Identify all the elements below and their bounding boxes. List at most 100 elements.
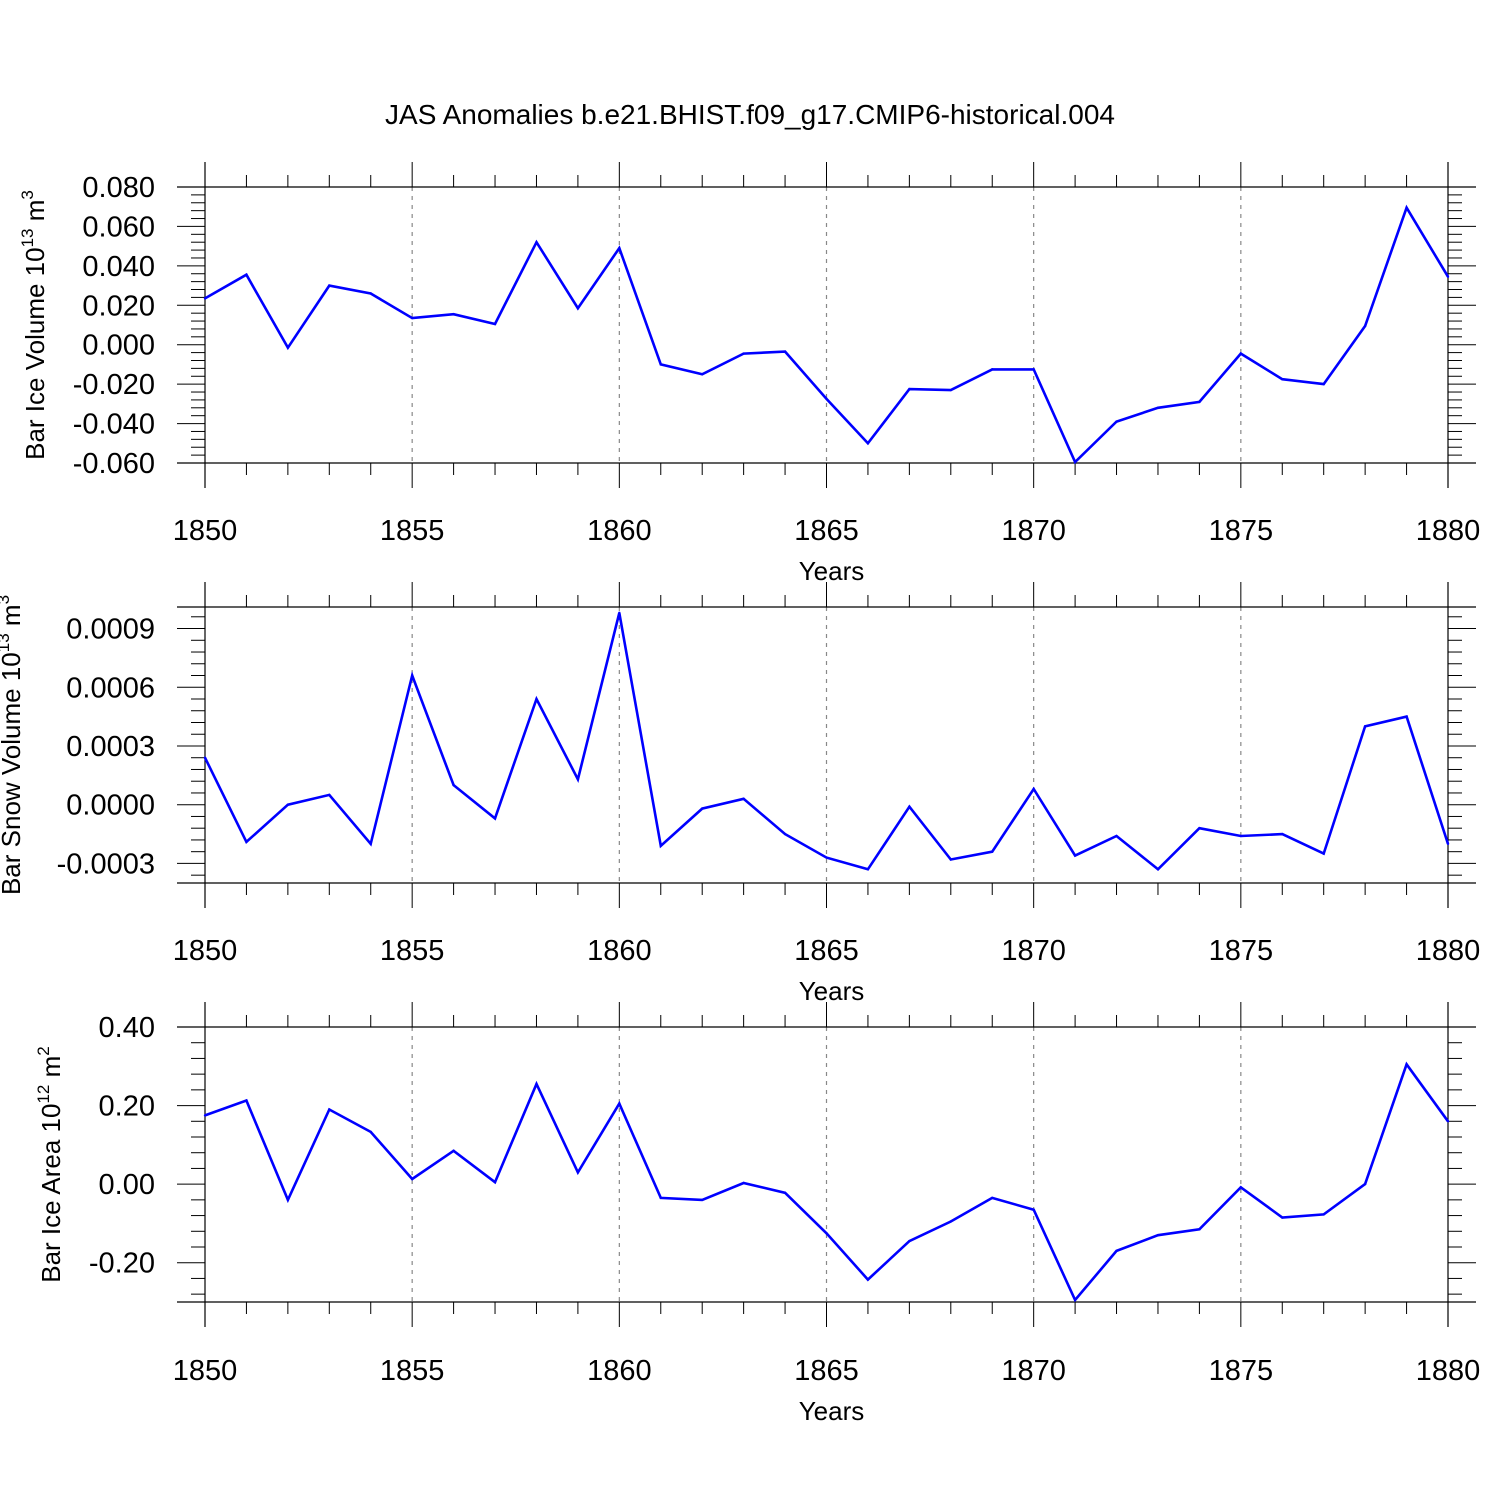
data-point [701,807,704,810]
data-point [1405,715,1408,718]
x-tick-label: 1880 [1416,1355,1481,1387]
data-point [369,842,372,846]
chart-panel-2: 1850 1855 1860 1865 1870 1875 1880 -0.0003 0.000… [0,582,1480,1006]
data-point [1032,368,1035,371]
data-point [1156,1234,1160,1237]
x-tick-label: 1875 [1209,515,1274,547]
x-tick-label: 1880 [1416,515,1481,547]
data-point [742,797,745,801]
data-point [1363,725,1367,728]
data-point [1405,206,1408,209]
y-tick-label: 0.0003 [66,731,155,763]
data-point [245,273,248,276]
data-point [286,803,290,806]
x-tick-label: 1870 [1001,1355,1066,1387]
data-point [825,856,828,859]
data-point [659,363,662,366]
data-point [1239,1186,1243,1189]
data-point [576,1171,580,1174]
x-axis-label: Years [799,1396,865,1426]
x-tick-label: 1875 [1209,1355,1274,1387]
data-point [1073,460,1077,464]
y-axis-label: Bar Snow Volume 1013 m3 [0,595,26,895]
data-point [1446,275,1450,278]
data-point [369,1130,372,1134]
data-point [328,1108,331,1111]
data-point [1073,854,1077,857]
data-point [1239,352,1243,355]
data-point [1115,1249,1118,1253]
data-point [1281,378,1284,381]
x-tick-label: 1870 [1001,935,1066,967]
data-point [1073,1298,1077,1302]
x-tick-label: 1855 [380,1355,445,1387]
data-point [1281,832,1284,836]
data-point [203,756,207,759]
data-point [618,1102,621,1105]
data-point [493,322,497,326]
x-tick-label: 1855 [380,515,445,547]
data-point [783,350,787,353]
data-point [908,387,911,391]
y-tick-label: 0.080 [82,172,155,204]
data-point [991,850,994,853]
x-tick-label: 1850 [173,1355,238,1387]
data-point [1322,382,1325,386]
x-tick-label: 1865 [794,1355,859,1387]
data-point [410,316,414,320]
y-tick-label: 0.040 [82,251,155,283]
x-tick-label: 1855 [380,935,445,967]
data-point [535,1082,538,1086]
data-point [452,1149,455,1152]
data-point [825,1232,828,1235]
x-tick-label: 1865 [794,515,859,547]
data-point [701,373,704,376]
y-tick-label: 0.060 [82,211,155,243]
data-point [1239,834,1243,838]
y-tick-label: -0.0003 [57,848,155,880]
data-point [1363,324,1367,328]
x-tick-label: 1860 [587,1355,652,1387]
data-point [866,868,870,871]
data-point [1198,400,1201,404]
data-point [949,388,952,392]
x-tick-label: 1875 [1209,935,1274,967]
y-tick-label: -0.040 [73,409,155,441]
data-point [1405,1063,1408,1066]
x-axis-label: Years [799,556,865,586]
data-point [1363,1182,1367,1186]
y-tick-label: 0.000 [82,330,155,362]
data-point [328,793,331,797]
data-point [203,1114,207,1117]
x-tick-label: 1850 [173,935,238,967]
data-point [1032,1208,1035,1211]
data-point [783,1191,787,1194]
data-point [286,1198,290,1202]
data-point [245,1099,248,1102]
data-point [866,1278,870,1281]
data-point [535,241,538,244]
data-point [576,778,580,781]
data-point [783,832,787,836]
data-point [659,1196,662,1200]
y-tick-label: 0.020 [82,290,155,322]
x-tick-label: 1860 [587,515,652,547]
data-point [1156,868,1160,871]
x-tick-label: 1880 [1416,935,1481,967]
y-tick-label: 0.0009 [66,614,155,646]
y-tick-label: -0.060 [73,448,155,480]
chart-panel-3: 1850 1855 1860 1865 1870 1875 1880 -0.20 0.00 0.2… [34,1002,1480,1426]
y-tick-label: 0.20 [99,1091,155,1123]
data-point [1281,1216,1284,1219]
series-line [203,612,1450,872]
x-tick-label: 1860 [587,935,652,967]
data-point [742,352,745,355]
y-tick-label: 0.40 [99,1012,155,1044]
data-point [618,611,621,615]
data-point [535,697,538,701]
x-tick-label: 1865 [794,935,859,967]
data-point [1115,420,1118,423]
x-tick-label: 1850 [173,515,238,547]
y-tick-label: 0.0000 [66,790,155,822]
